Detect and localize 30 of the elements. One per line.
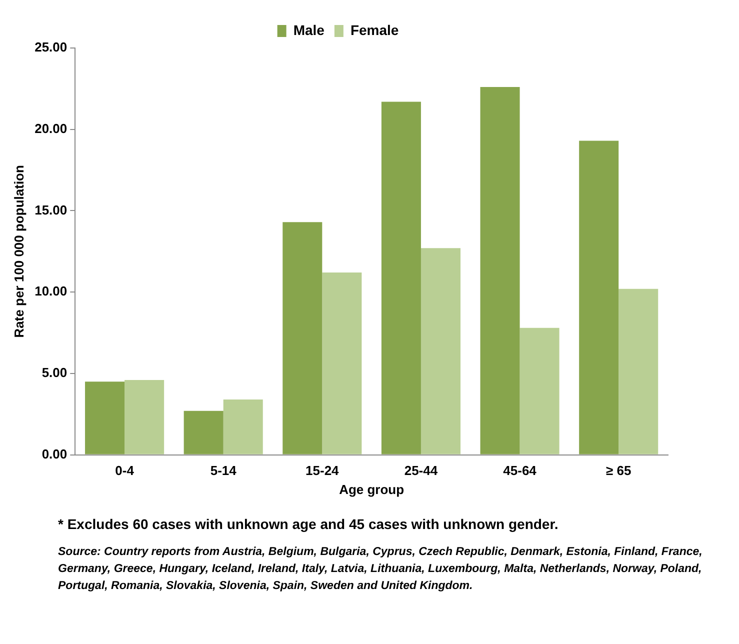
x-tick-label: 25-44 (404, 463, 438, 478)
bar (381, 102, 421, 454)
bar (223, 399, 263, 454)
bar (282, 222, 322, 454)
bar (480, 87, 520, 454)
bar (520, 328, 560, 454)
legend-label: Female (350, 22, 399, 38)
y-tick-label: 20.00 (34, 120, 68, 136)
bar (618, 288, 658, 454)
text: * Excludes 60 cases with unknown age and 45 cases with unknown gender. (58, 516, 560, 532)
y-axis-title: Rate per 100 000 population (11, 165, 26, 338)
bar (124, 380, 164, 454)
x-tick-label: 45-64 (503, 463, 538, 478)
legend-label: Male (293, 22, 325, 38)
y-tick-label: 25.00 (34, 40, 68, 55)
y-tick-label: 15.00 (34, 202, 68, 218)
bar (184, 410, 224, 454)
source-note: Source: Country reports from Austria, Belgium, Bulgaria, Cyprus, Czech Republic, Denmark, Estonia, Finland, France, Germany, Greece, Hungary, Iceland, Ireland, Italy, Latvia, Lithuania, Luxembourg, Malta, Netherlands, Norway, Poland, Portugal, Romania, Slovakia, Slovenia, Spain, Sweden and United Kingdom. (58, 545, 704, 594)
x-tick-label: 5-14 (210, 463, 238, 478)
bar (85, 382, 125, 454)
y-tick-label: 10.00 (34, 284, 68, 299)
x-tick-label: ≥ 65 (606, 463, 632, 478)
x-tick-label: 0-4 (115, 463, 135, 478)
x-axis-title: Age group (339, 482, 404, 497)
y-tick-label: 5.00 (42, 365, 68, 380)
bar (579, 140, 619, 454)
y-tick-label: 0.00 (42, 446, 68, 462)
bar (322, 272, 362, 454)
x-tick-label: 15-24 (306, 463, 340, 478)
bar (420, 248, 460, 454)
